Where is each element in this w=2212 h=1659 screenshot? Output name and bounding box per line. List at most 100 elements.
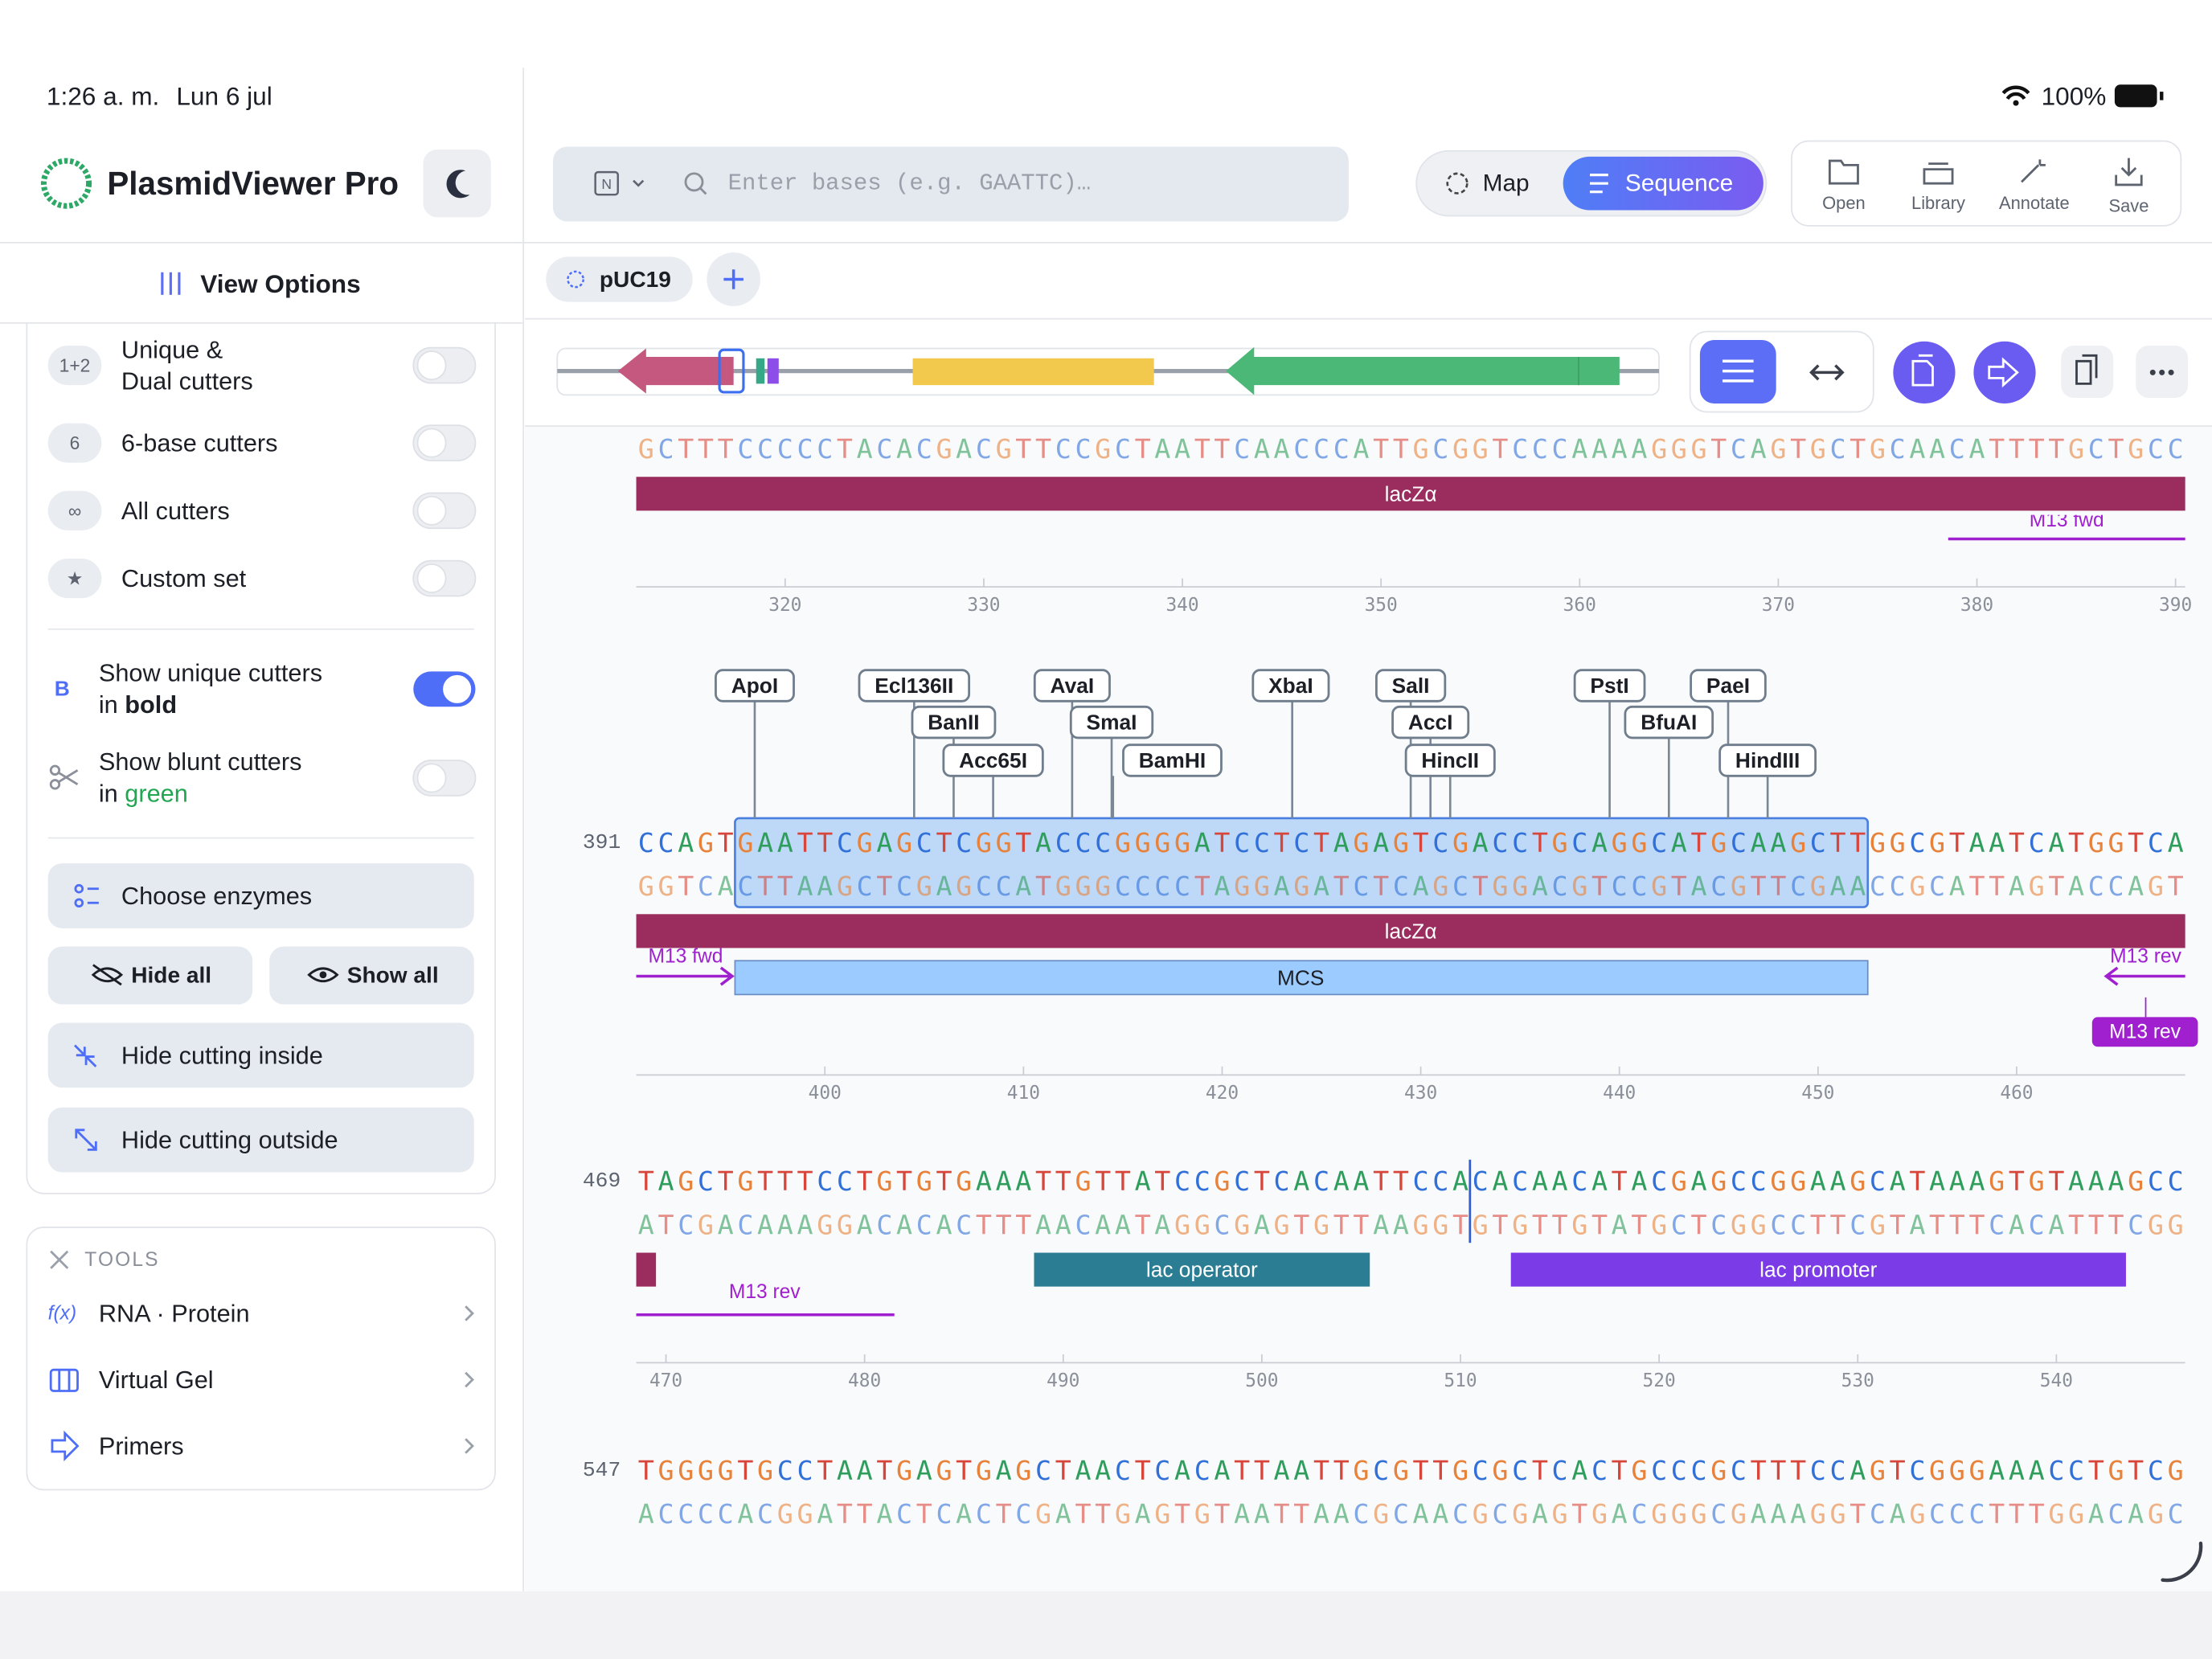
- show-all-button[interactable]: [269, 946, 474, 1005]
- copy-button[interactable]: [1893, 341, 1956, 403]
- base: A: [2048, 1209, 2064, 1240]
- base: A: [1274, 870, 1290, 902]
- base: G: [1353, 826, 1369, 858]
- base: A: [1095, 1454, 1111, 1485]
- search-placeholder[interactable]: Enter bases (e.g. GAATTC)…: [728, 170, 1091, 197]
- enzyme-site[interactable]: PaeI: [1690, 669, 1767, 818]
- theme-button[interactable]: [423, 150, 491, 218]
- base: A: [1532, 870, 1548, 902]
- action-label[interactable]: Annotate: [1999, 193, 2070, 213]
- base: A: [1770, 826, 1786, 858]
- feature-mcs[interactable]: [734, 960, 1869, 996]
- paste-button[interactable]: [2061, 346, 2114, 398]
- feature-lacZ[interactable]: [636, 1252, 657, 1287]
- linear-button[interactable]: [1809, 364, 1845, 381]
- primer-label: M13 rev: [729, 1281, 801, 1303]
- primer[interactable]: [636, 966, 735, 986]
- primer-badge[interactable]: [2091, 1017, 2198, 1047]
- base: T: [1830, 1209, 1846, 1240]
- action-label[interactable]: Library: [1911, 193, 1965, 213]
- toggle-knob: [416, 350, 447, 380]
- base: G: [956, 1165, 972, 1197]
- base: C: [1710, 1498, 1727, 1530]
- base: C: [1552, 1454, 1568, 1485]
- enzyme-site[interactable]: XbaI: [1251, 669, 1330, 818]
- tab[interactable]: [546, 256, 693, 302]
- tool-label[interactable]: Primers: [99, 1432, 184, 1460]
- base: A: [1751, 433, 1767, 465]
- sequence-view-button[interactable]: [1563, 156, 1763, 211]
- enzyme-site[interactable]: ApoI: [715, 669, 795, 818]
- base: G: [1254, 870, 1270, 902]
- base: A: [896, 433, 912, 465]
- base: T: [1313, 1454, 1329, 1485]
- enzyme-box: [1069, 705, 1154, 739]
- overview-feature: [756, 358, 765, 384]
- base: G: [1968, 1454, 1985, 1485]
- base: T: [1989, 433, 2005, 465]
- feature-lacZ[interactable]: [636, 477, 2185, 511]
- base: G: [1373, 1498, 1389, 1530]
- hide-all-button[interactable]: [47, 946, 253, 1005]
- action-label[interactable]: Save: [2108, 196, 2149, 216]
- base: G: [956, 870, 972, 902]
- base: G: [896, 1454, 912, 1485]
- tool-label[interactable]: RNA · Protein: [99, 1300, 250, 1328]
- choose-enzymes-button[interactable]: [47, 863, 474, 928]
- base: C: [2048, 1454, 2064, 1485]
- ruler-label: 390: [2159, 595, 2192, 616]
- options-card: [26, 322, 496, 1194]
- base: G: [857, 826, 873, 858]
- view-option[interactable]: Map: [1483, 170, 1530, 197]
- base: C: [1473, 1165, 1489, 1197]
- line-number: 391: [583, 830, 621, 854]
- base: A: [1174, 433, 1190, 465]
- base: C: [2029, 1209, 2045, 1240]
- enzyme-site[interactable]: Acc65I: [942, 743, 1044, 818]
- enzyme-site[interactable]: PstI: [1573, 669, 1646, 818]
- enzyme-site[interactable]: HincII: [1404, 743, 1496, 818]
- tool-label[interactable]: Virtual Gel: [99, 1366, 214, 1394]
- base: C: [1612, 870, 1628, 902]
- base: T: [1413, 826, 1429, 858]
- base: C: [1870, 870, 1886, 902]
- selection[interactable]: [734, 817, 1870, 908]
- feature-lac-promoter[interactable]: [1510, 1252, 2126, 1287]
- base: T: [1174, 1498, 1190, 1530]
- enzyme-site[interactable]: HindIII: [1718, 743, 1817, 818]
- base: A: [916, 1454, 932, 1485]
- base: C: [698, 870, 714, 902]
- base: G: [777, 1498, 793, 1530]
- go-button[interactable]: [1973, 341, 2036, 403]
- base: G: [1135, 826, 1151, 858]
- action-label[interactable]: Open: [1822, 193, 1866, 213]
- search-box[interactable]: [553, 146, 1349, 222]
- search-mode[interactable]: N: [601, 176, 612, 192]
- enzyme-site[interactable]: Ecl136II: [858, 669, 971, 818]
- overview-feature: [912, 358, 1154, 386]
- enzyme-site[interactable]: SalI: [1374, 669, 1447, 818]
- base: T: [1035, 870, 1051, 902]
- base: A: [797, 870, 813, 902]
- base: G: [1790, 826, 1806, 858]
- feature-lac-operator[interactable]: [1034, 1252, 1370, 1287]
- tools-card: [26, 1227, 496, 1491]
- base: C: [1333, 433, 1350, 465]
- base: G: [698, 1209, 714, 1240]
- base: G: [1492, 870, 1508, 902]
- tab-label[interactable]: pUC19: [600, 267, 671, 292]
- enzyme-site[interactable]: BamHI: [1112, 743, 1223, 818]
- hide-inside-button[interactable]: [47, 1022, 474, 1088]
- base: A: [1293, 1165, 1309, 1197]
- base: A: [1989, 1454, 2005, 1485]
- enzyme-site[interactable]: AvaI: [1033, 669, 1111, 818]
- base: C: [1254, 826, 1270, 858]
- enzyme-site[interactable]: BfuAI: [1624, 705, 1714, 818]
- base: C: [876, 1209, 892, 1240]
- hide-outside-button[interactable]: [47, 1107, 474, 1173]
- primer[interactable]: [2103, 966, 2185, 986]
- feature-lacZ[interactable]: [636, 914, 2185, 948]
- view-option[interactable]: Sequence: [1625, 170, 1733, 197]
- enzyme-site[interactable]: SmaI: [1069, 705, 1154, 818]
- overview-viewport[interactable]: [718, 348, 745, 394]
